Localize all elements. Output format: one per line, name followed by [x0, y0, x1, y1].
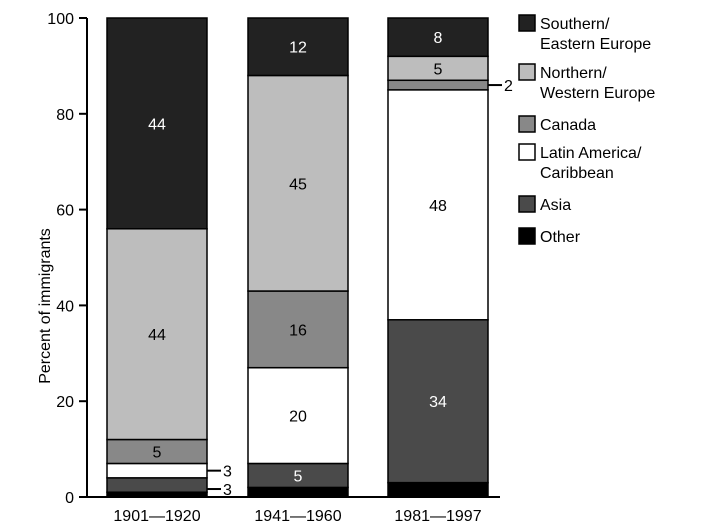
data-label: 5 [294, 468, 303, 485]
bar-segment [387, 79, 489, 91]
x-tick-label: 1941—1960 [254, 508, 341, 525]
plot-area: 33 5 44 44 5 20 16 45 12 34 48 2 5 8 [106, 17, 513, 499]
bar-segment [247, 17, 349, 77]
legend-label: Canada [540, 117, 596, 134]
bar-segment [106, 462, 208, 479]
legend-swatch [518, 14, 536, 32]
bar-segment [387, 481, 489, 498]
data-label: 5 [434, 61, 443, 78]
y-tick-label: 0 [65, 490, 74, 507]
axes: 1901—1920 1941—1960 1981—1997 0 20 40 60 80 100 [47, 11, 500, 525]
legend-label: Western Europe [540, 85, 655, 102]
legend-label: Southern/ [540, 16, 610, 33]
data-label: 34 [429, 394, 447, 411]
data-label: 44 [148, 116, 166, 133]
data-label: 5 [153, 444, 162, 461]
bar-segment [247, 74, 349, 292]
legend-label: Northern/ [540, 65, 607, 82]
legend: Southern/Eastern Europe Northern/Western … [518, 14, 655, 246]
legend-label: Other [540, 229, 581, 246]
legend-swatch [518, 227, 536, 245]
data-label: 8 [434, 30, 443, 47]
x-tick-label: 1981—1997 [394, 508, 481, 525]
y-tick-label: 40 [56, 298, 74, 315]
x-tick-label: 1901—1920 [113, 508, 200, 525]
y-tick-label: 20 [56, 394, 74, 411]
bar-segment [247, 290, 349, 369]
data-label: 45 [289, 176, 307, 193]
data-label: 20 [289, 409, 307, 426]
legend-label: Latin America/ [540, 145, 642, 162]
data-label: 12 [289, 40, 307, 57]
data-label: 16 [289, 322, 307, 339]
legend-swatch [518, 195, 536, 213]
y-tick-label: 80 [56, 107, 74, 124]
data-label: 2 [504, 78, 513, 95]
legend-label: Eastern Europe [540, 36, 651, 53]
data-label: 3 [223, 464, 232, 481]
bar-segment [387, 89, 489, 321]
y-tick-label: 60 [56, 203, 74, 220]
bar-segment [106, 17, 208, 230]
bar-segment [247, 366, 349, 465]
y-tick-label: 100 [47, 11, 74, 28]
legend-label: Asia [540, 197, 571, 214]
legend-label: Caribbean [540, 165, 614, 182]
legend-swatch [518, 143, 536, 161]
bar-segment [387, 17, 489, 58]
bar-segment [106, 477, 208, 493]
legend-swatch [518, 115, 536, 133]
bar-segment [387, 319, 489, 484]
data-label: 3 [223, 482, 232, 499]
y-axis-label: Percent of immigrants [37, 228, 54, 384]
bar-segment [247, 486, 349, 498]
data-label: 44 [148, 327, 166, 344]
bar-segment [106, 228, 208, 441]
legend-swatch [518, 63, 536, 81]
data-label: 48 [429, 198, 447, 215]
